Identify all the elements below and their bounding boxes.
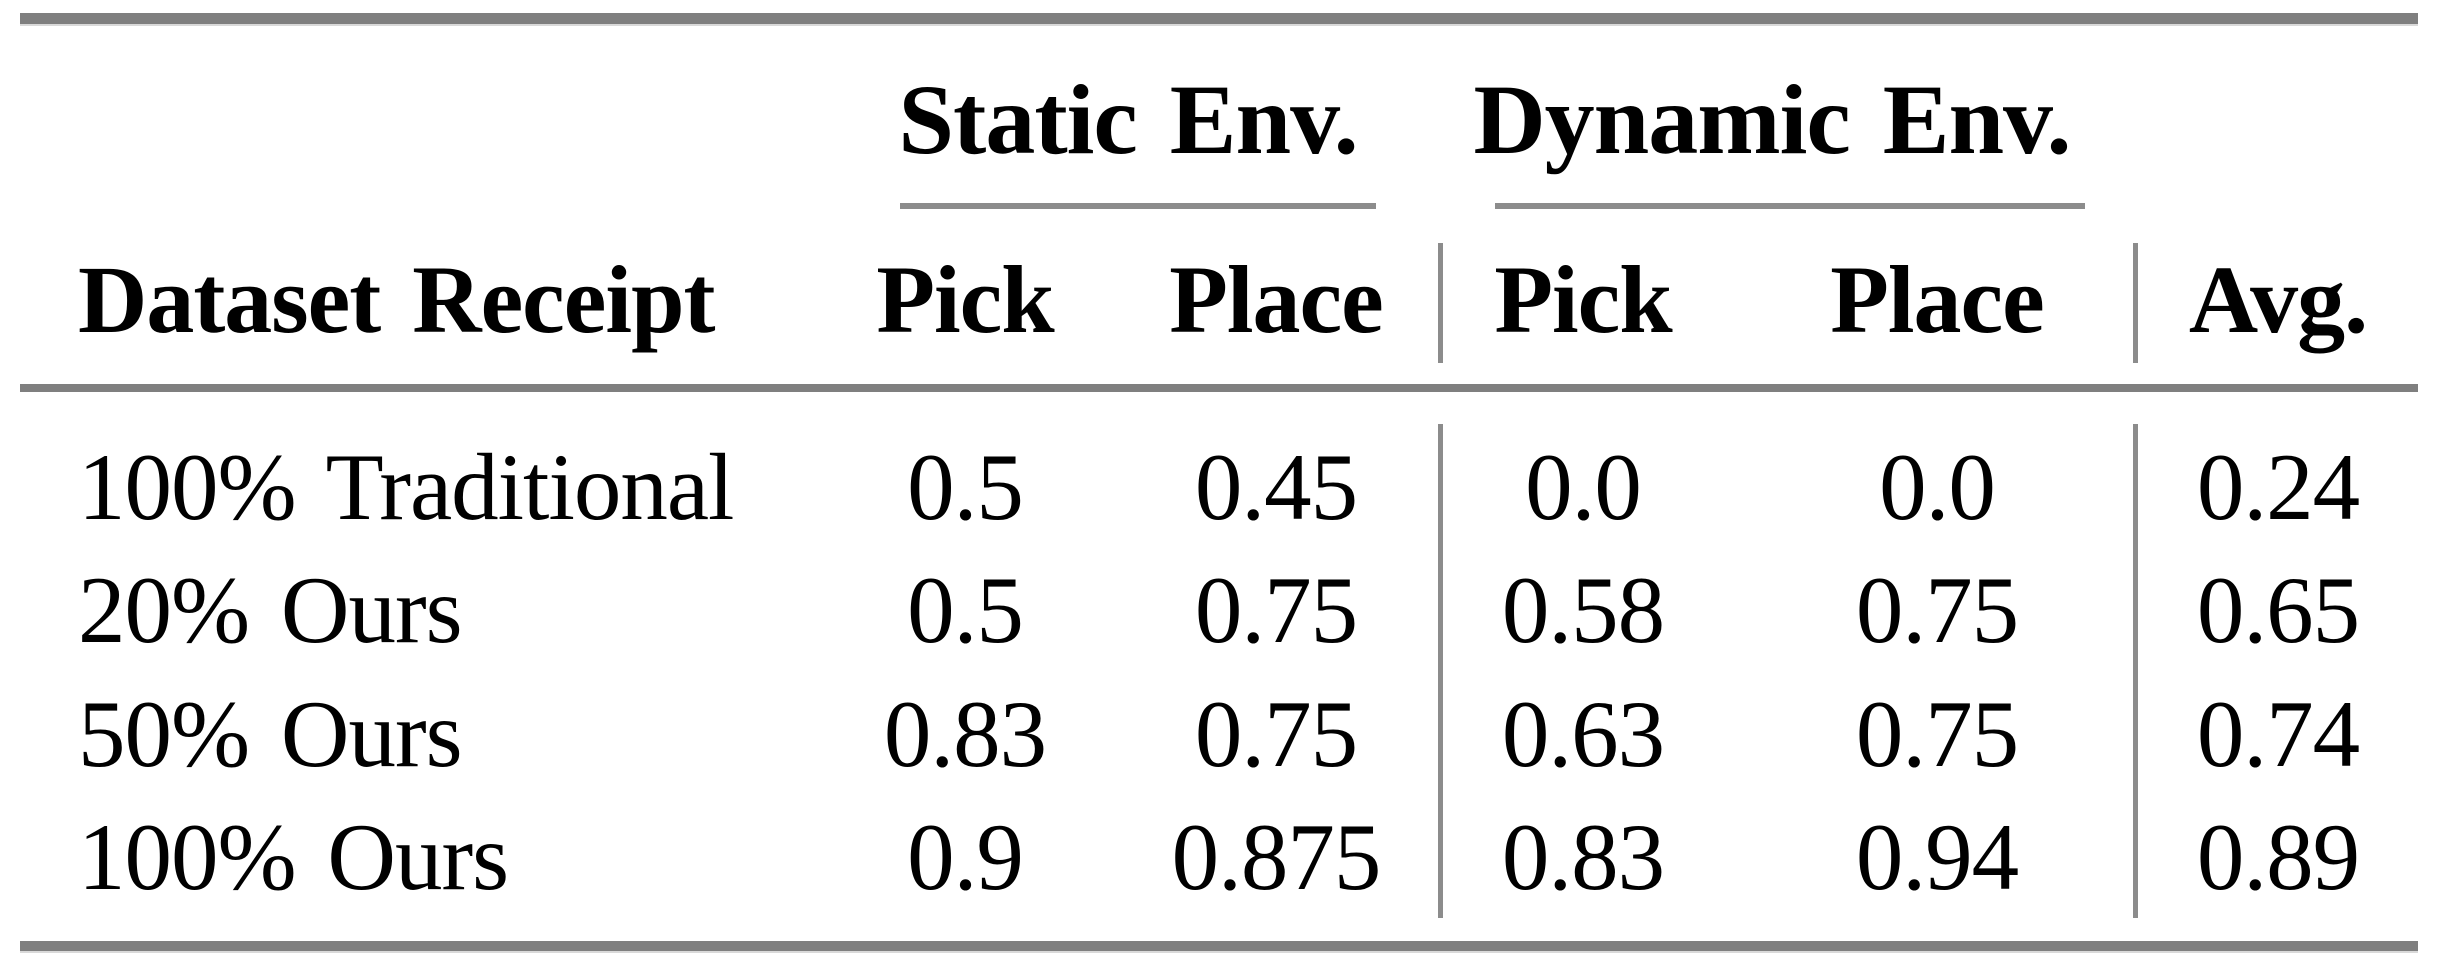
vertical-separator-dynamic-avg	[2133, 424, 2138, 918]
column-group-dynamic-env: Dynamic Env.	[1473, 64, 2071, 175]
table-mid-rule	[20, 384, 2418, 392]
cell-static-pick: 0.9	[907, 804, 1024, 910]
cell-dynamic-pick: 0.63	[1501, 681, 1665, 787]
column-group-static-env: Static Env.	[898, 64, 1358, 175]
dynamic-env-cmidrule	[1495, 203, 2085, 209]
cell-static-pick: 0.83	[883, 681, 1047, 787]
header-static-pick: Pick	[876, 246, 1054, 353]
static-env-cmidrule	[900, 203, 1376, 209]
header-dynamic-pick: Pick	[1494, 246, 1672, 353]
cell-dynamic-pick: 0.83	[1501, 804, 1665, 910]
cell-dynamic-place: 0.94	[1855, 804, 2019, 910]
row-label: 20% Ours	[78, 557, 463, 663]
header-dataset-receipt: Dataset Receipt	[78, 246, 715, 353]
row-label: 50% Ours	[78, 681, 463, 787]
cell-static-place: 0.75	[1194, 557, 1358, 663]
cell-dynamic-place: 0.75	[1855, 557, 2019, 663]
cell-avg: 0.65	[2196, 557, 2360, 663]
header-avg: Avg.	[2188, 246, 2368, 353]
cell-avg: 0.74	[2196, 681, 2360, 787]
cell-static-pick: 0.5	[907, 434, 1024, 540]
cell-dynamic-place: 0.75	[1855, 681, 2019, 787]
vertical-separator-dynamic-avg	[2133, 243, 2138, 363]
vertical-separator-static-dynamic	[1438, 243, 1443, 363]
cell-static-place: 0.45	[1194, 434, 1358, 540]
table-top-rule	[20, 13, 2418, 26]
table-bottom-rule	[20, 941, 2418, 953]
cell-dynamic-pick: 0.58	[1501, 557, 1665, 663]
vertical-separator-static-dynamic	[1438, 424, 1443, 918]
row-label: 100% Traditional	[78, 434, 734, 540]
cell-static-pick: 0.5	[907, 557, 1024, 663]
cell-dynamic-pick: 0.0	[1525, 434, 1642, 540]
header-static-place: Place	[1169, 246, 1384, 353]
row-label: 100% Ours	[78, 804, 509, 910]
header-dynamic-place: Place	[1830, 246, 2045, 353]
cell-avg: 0.89	[2196, 804, 2360, 910]
cell-static-place: 0.75	[1194, 681, 1358, 787]
cell-dynamic-place: 0.0	[1879, 434, 1996, 540]
cell-static-place: 0.875	[1171, 804, 1382, 910]
cell-avg: 0.24	[2196, 434, 2360, 540]
